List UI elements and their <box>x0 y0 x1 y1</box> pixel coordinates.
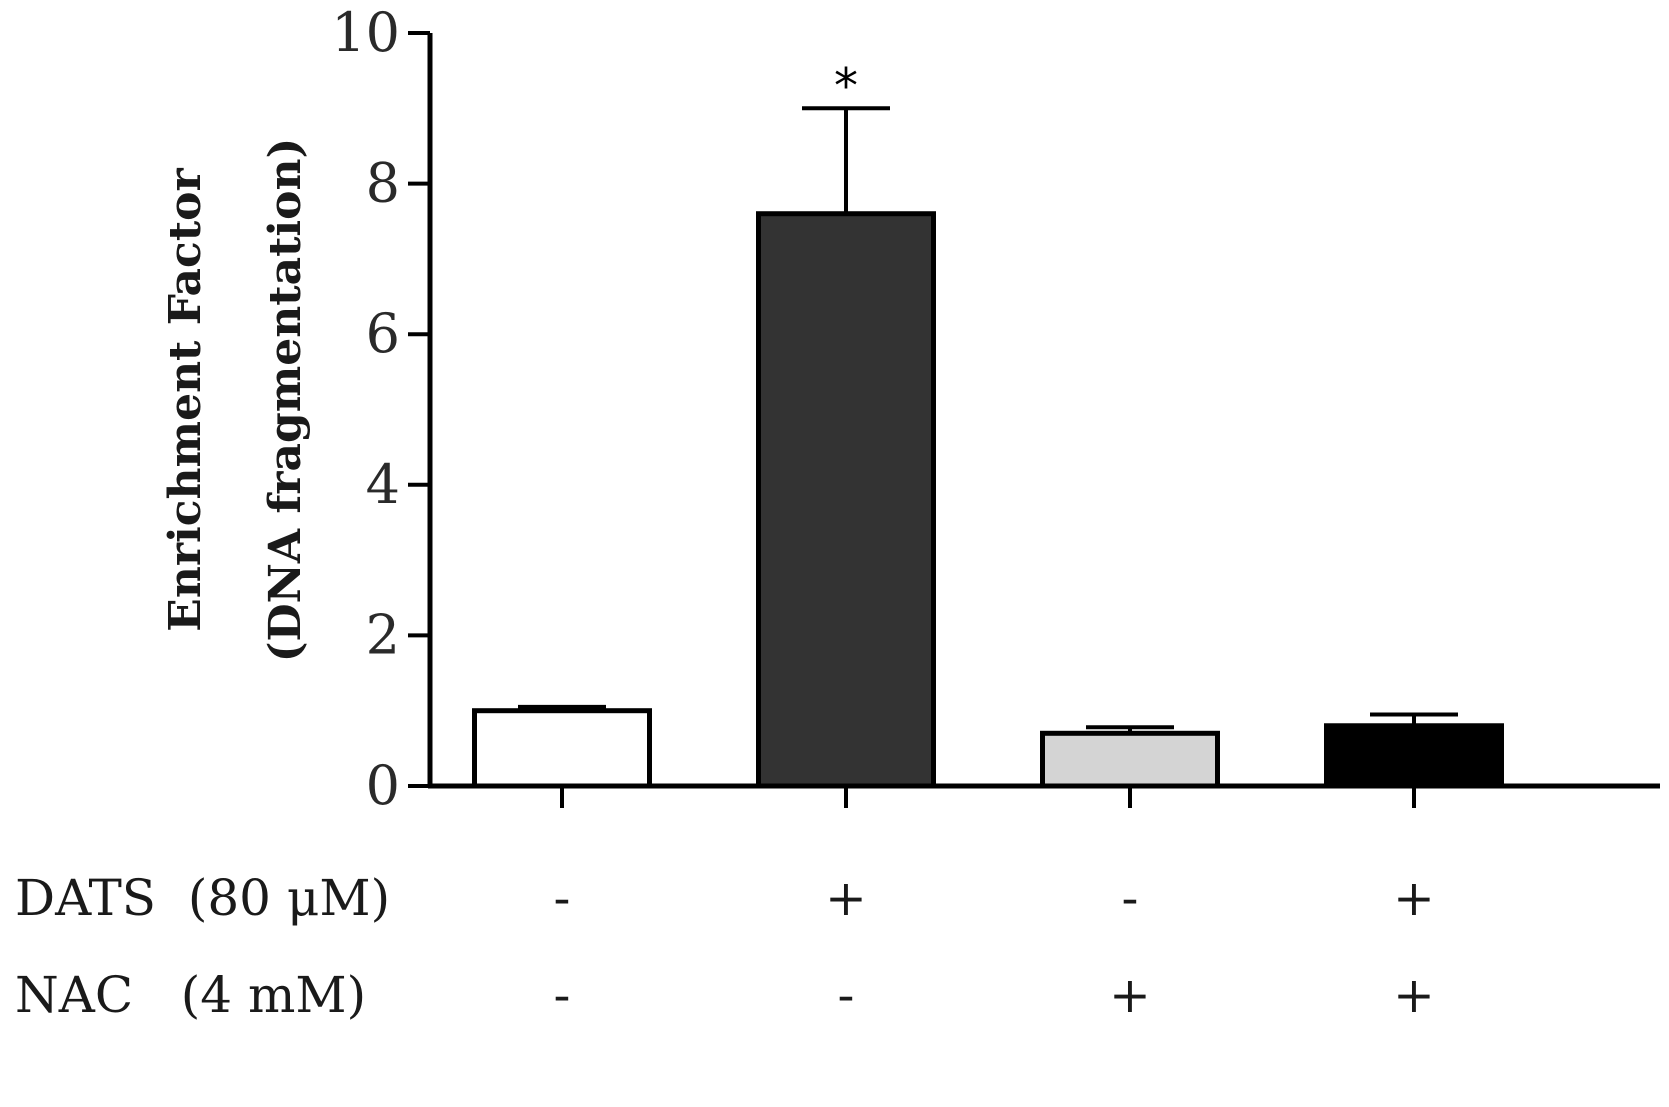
bar-0 <box>472 708 652 789</box>
condition-1-sign-1: - <box>838 966 855 1024</box>
condition-1-sign-0: - <box>554 966 571 1024</box>
bar-3 <box>1324 723 1504 789</box>
condition-0-sign-0: - <box>554 869 571 927</box>
axes <box>427 33 1660 789</box>
condition-1-sign-3: + <box>1393 966 1435 1024</box>
y-tick-label-1: 2 <box>366 603 400 666</box>
significance-mark-1: * <box>834 58 858 114</box>
bars: * <box>472 58 1504 789</box>
condition-1-sign-2: + <box>1109 966 1151 1024</box>
y-tick-label-4: 8 <box>366 152 400 215</box>
condition-0-sign-3: + <box>1393 869 1435 927</box>
y-tick-label-5: 10 <box>331 1 400 64</box>
bar-2 <box>1040 730 1220 789</box>
y-axis-label: Enrichment Factor (DNA fragmentation) <box>160 138 311 663</box>
y-axis-ticks: 0 2 4 6 8 10 <box>331 1 430 817</box>
condition-0-sign-2: - <box>1122 869 1139 927</box>
y-axis-label-line-2: (DNA fragmentation) <box>260 138 311 663</box>
y-axis-label-line-1: Enrichment Factor <box>160 167 211 631</box>
y-tick-label-2: 4 <box>366 453 400 516</box>
condition-table: DATS (80 μM) NAC (4 mM) - + - + - - + + <box>15 869 1435 1024</box>
condition-label-nac: NAC (4 mM) <box>15 966 366 1024</box>
x-axis-ticks <box>560 786 1416 808</box>
y-tick-label-3: 6 <box>366 302 400 365</box>
y-tick-label-0: 0 <box>366 754 400 817</box>
condition-label-dats: DATS (80 μM) <box>15 869 390 927</box>
bar-1 <box>756 211 936 789</box>
condition-0-sign-1: + <box>825 869 867 927</box>
